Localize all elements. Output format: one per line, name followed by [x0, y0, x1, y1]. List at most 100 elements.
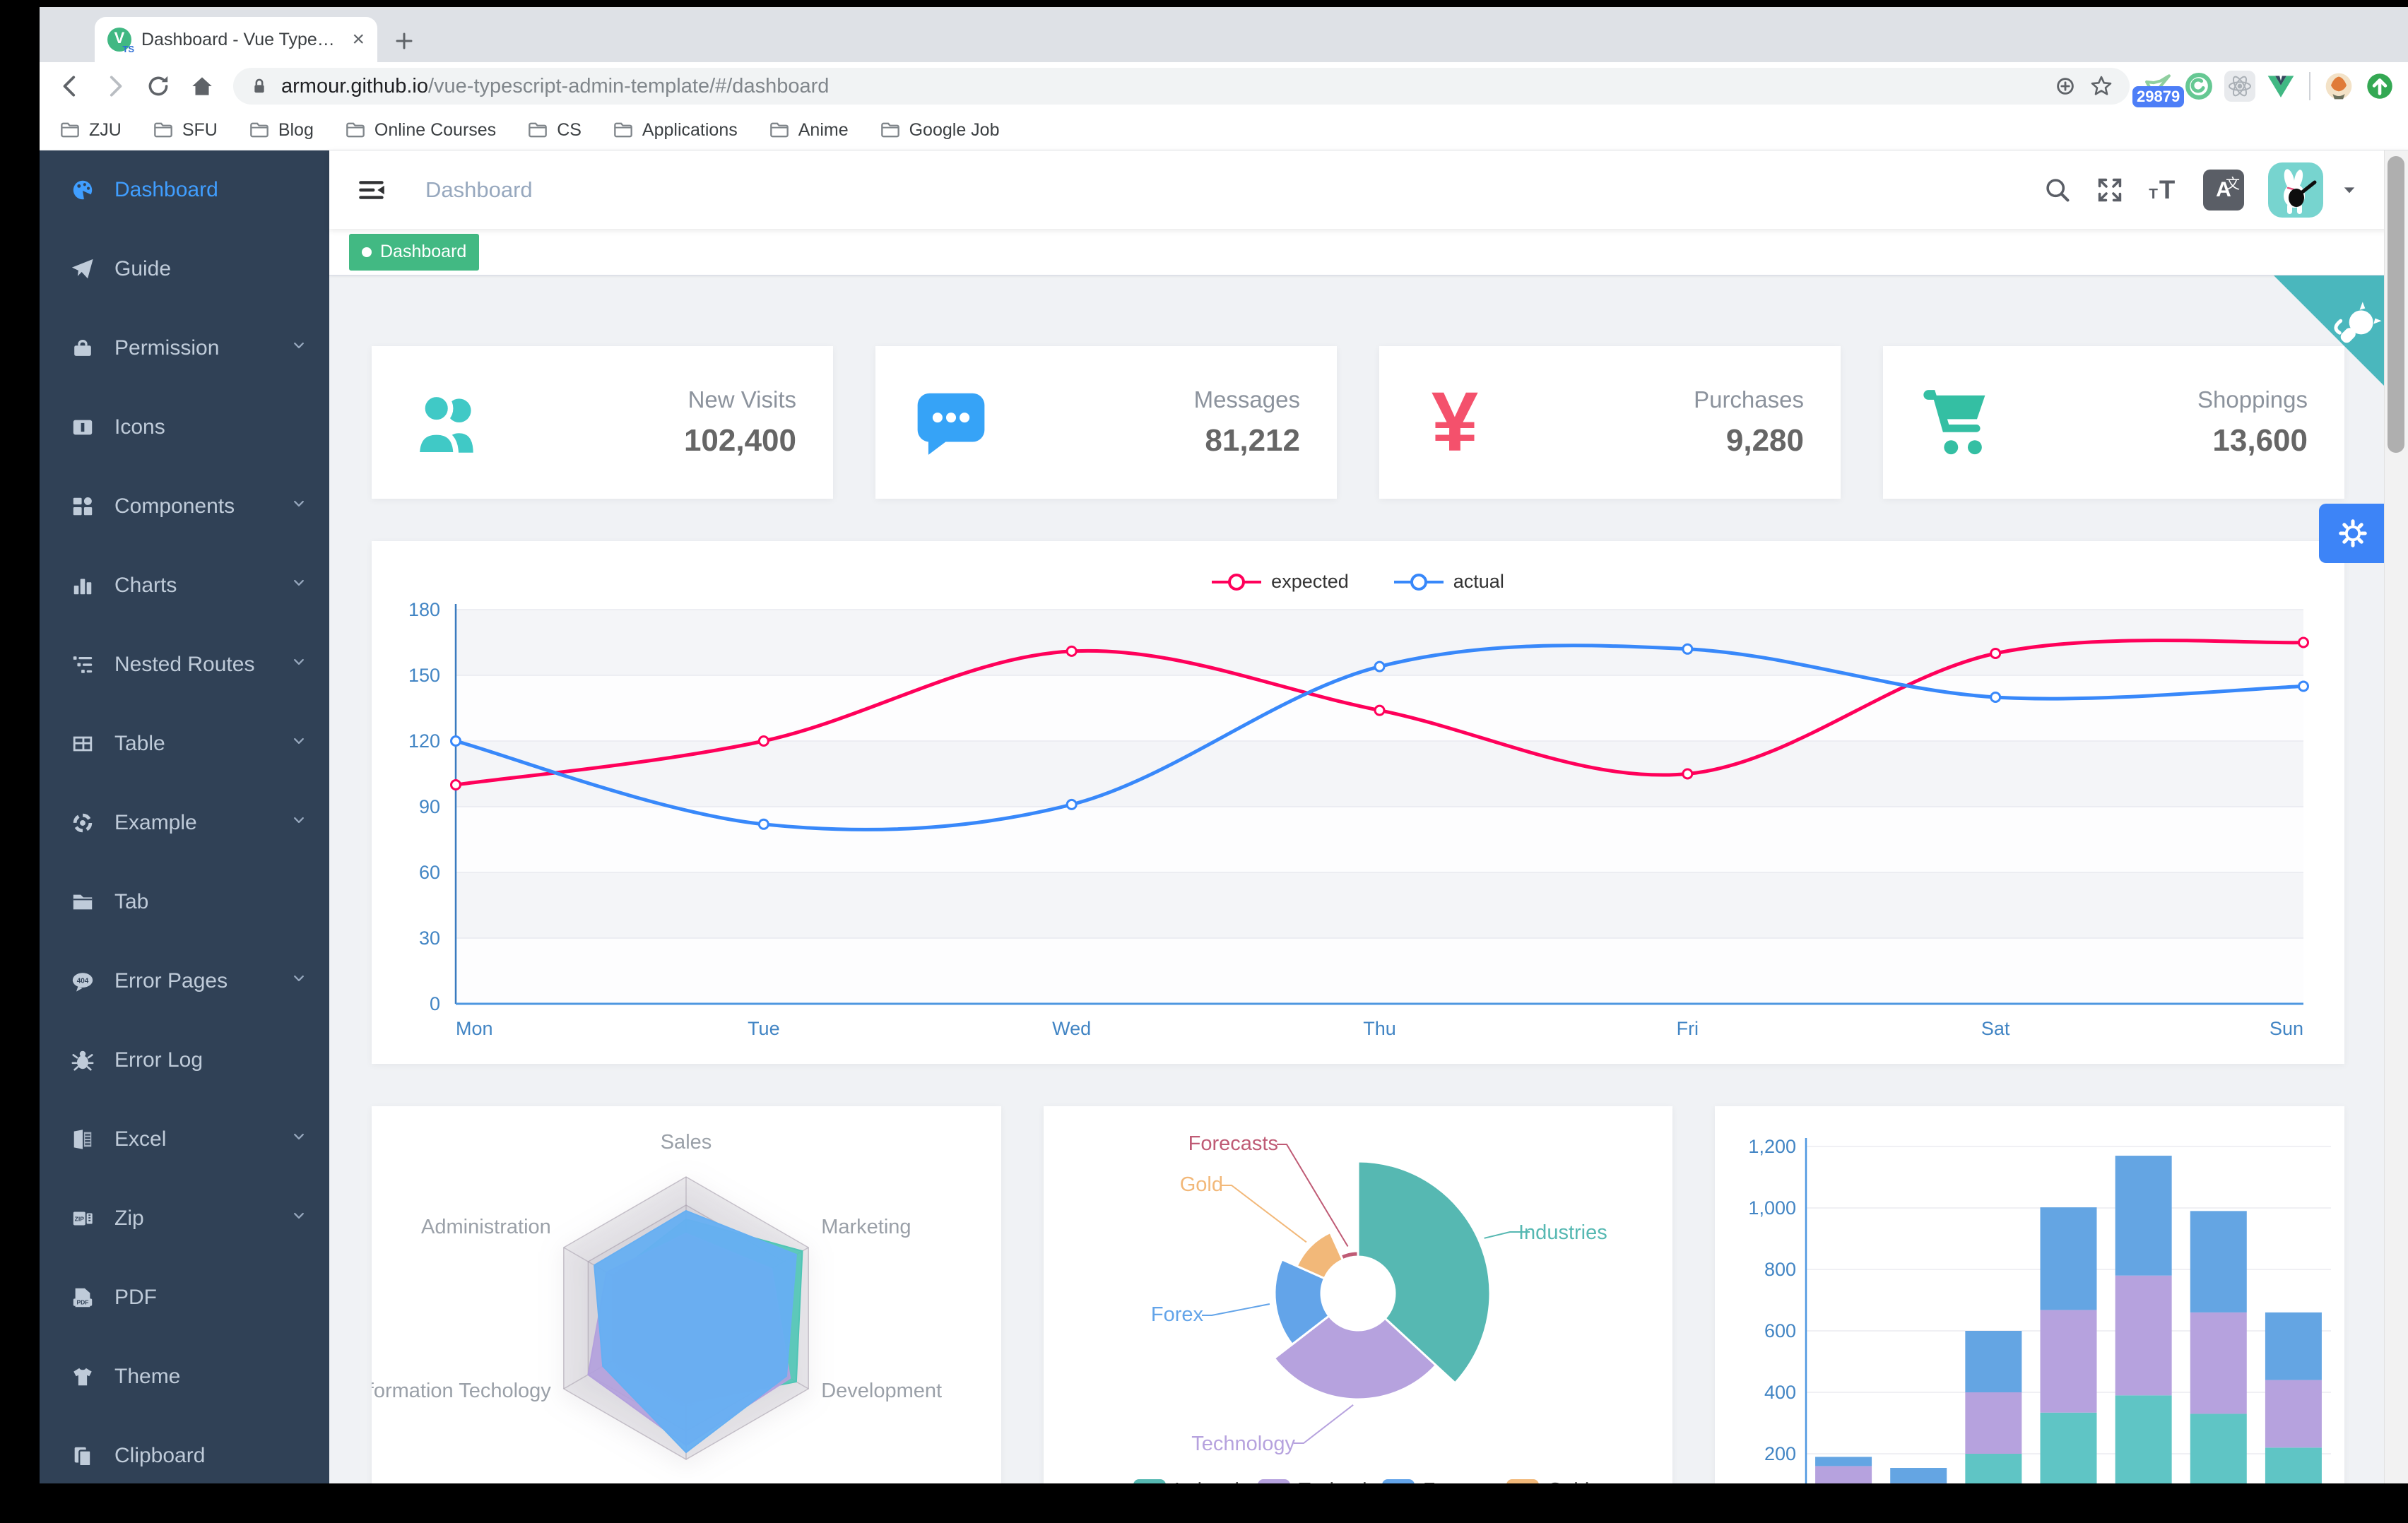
sidebar-item-table[interactable]: Table	[40, 704, 329, 783]
tag-dashboard[interactable]: Dashboard	[349, 233, 480, 271]
svg-text:0: 0	[430, 993, 440, 1014]
stat-title: Purchases	[1694, 386, 1804, 413]
bookmark-item[interactable]: Blog	[249, 119, 314, 141]
dashboard-content: New Visits 102,400 Messages 81,212 ¥ Purchase…	[329, 275, 2408, 1483]
sidebar-item-label: Dashboard	[114, 178, 218, 201]
bookmark-item[interactable]: Google Job	[880, 119, 999, 141]
tab-title: Dashboard - Vue Typescript Ad	[141, 29, 342, 49]
bookmark-label: CS	[557, 119, 582, 140]
bug-icon	[71, 1050, 94, 1071]
bookmark-item[interactable]: CS	[527, 119, 582, 141]
folder-icon	[614, 122, 632, 138]
chevron-down-icon	[294, 342, 304, 349]
svg-text:ZIP: ZIP	[75, 1216, 85, 1223]
search-icon[interactable]	[2043, 176, 2072, 204]
chevron-down-icon	[294, 658, 304, 665]
pie-chart-card: Industries Technology Forex Gold Forecasts In…	[1043, 1106, 1673, 1483]
sidebar-item-components[interactable]: Components	[40, 467, 329, 546]
sidebar-item-excel[interactable]: Excel	[40, 1100, 329, 1179]
profile-avatar[interactable]	[2323, 71, 2354, 102]
svg-text:T: T	[2149, 186, 2158, 202]
sidebar-item-error-pages[interactable]: 404 Error Pages	[40, 942, 329, 1021]
chevron-down-icon	[294, 1133, 304, 1140]
sidebar-item-permission[interactable]: Permission	[40, 309, 329, 388]
svg-text:30: 30	[419, 928, 440, 949]
sidebar-item-zip[interactable]: ZIP Zip	[40, 1179, 329, 1258]
fullscreen-icon[interactable]	[2096, 176, 2124, 204]
tab-close-icon[interactable]: ×	[352, 28, 365, 51]
sidebar-item-nested-routes[interactable]: Nested Routes	[40, 625, 329, 704]
svg-text:Fri: Fri	[1677, 1018, 1699, 1039]
stat-card-messages[interactable]: Messages 81,212	[875, 346, 1337, 499]
zoom-plus-icon[interactable]	[2053, 74, 2077, 98]
back-button[interactable]	[52, 68, 89, 105]
vue-extension-icon[interactable]	[2265, 71, 2296, 102]
bar-chart-card: 200 400 600 800 1,000 1,200	[1715, 1106, 2345, 1483]
url-path: /vue-typescript-admin-template/#/dashboa…	[427, 74, 830, 97]
svg-text:Forecasts: Forecasts	[1188, 1132, 1277, 1155]
sidebar-item-guide[interactable]: Guide	[40, 230, 329, 309]
money-icon: ¥	[1432, 384, 1478, 461]
bookmark-label: SFU	[182, 119, 218, 140]
stat-card-purchases[interactable]: ¥ Purchases 9,280	[1379, 346, 1841, 499]
line-chart-legend: expected actual	[372, 571, 2344, 593]
hamburger-icon[interactable]	[358, 176, 386, 204]
sidebar-item-dashboard[interactable]: Dashboard	[40, 150, 329, 230]
folder-icon	[880, 122, 899, 138]
charts-icon	[73, 579, 92, 595]
browser-tab[interactable]: VTS Dashboard - Vue Typescript Ad ×	[95, 17, 377, 62]
mail-extension-icon[interactable]: 29879	[2132, 71, 2185, 107]
sidebar-item-charts[interactable]: Charts	[40, 546, 329, 625]
sidebar-item-label: Nested Routes	[114, 653, 255, 676]
breadcrumb[interactable]: Dashboard	[425, 177, 533, 202]
forward-button[interactable]	[96, 68, 133, 105]
sidebar-item-icons[interactable]: Icons	[40, 388, 329, 467]
bookmark-item[interactable]: Anime	[769, 119, 849, 141]
sidebar-item-theme[interactable]: Theme	[40, 1337, 329, 1416]
lock-icon	[254, 78, 264, 93]
scrollbar-thumb[interactable]	[2388, 156, 2404, 453]
sidebar-item-label: Table	[114, 732, 165, 755]
zip-icon: ZIP	[73, 1211, 93, 1226]
stat-title: Messages	[1193, 386, 1300, 413]
caret-down-icon[interactable]	[2340, 181, 2359, 199]
sidebar-item-example[interactable]: Example	[40, 783, 329, 863]
settings-button[interactable]	[2319, 504, 2387, 563]
bookmark-star-icon[interactable]	[2089, 73, 2114, 99]
url-host: armour.github.io	[281, 74, 428, 97]
svg-text:Gold: Gold	[1547, 1478, 1589, 1483]
sidebar-item-error-log[interactable]: Error Log	[40, 1021, 329, 1100]
new-tab-button[interactable]	[384, 21, 424, 61]
sidebar-item-label: Error Log	[114, 1048, 203, 1072]
chevron-down-icon	[294, 817, 304, 824]
sidebar-item-pdf[interactable]: PDF PDF	[40, 1258, 329, 1337]
home-button[interactable]	[184, 68, 220, 105]
bookmark-item[interactable]: Applications	[613, 119, 738, 141]
url-bar[interactable]: armour.github.io/vue-typescript-admin-te…	[233, 68, 2130, 105]
bookmark-item[interactable]: ZJU	[59, 119, 122, 141]
svg-text:Industries: Industries	[1518, 1221, 1607, 1244]
svg-text:Sun: Sun	[2270, 1018, 2303, 1039]
update-extension-icon[interactable]	[2364, 71, 2395, 102]
bookmark-item[interactable]: Online Courses	[345, 119, 496, 141]
svg-text:Mon: Mon	[456, 1018, 493, 1039]
browser-window: VTS Dashboard - Vue Typescript Ad × ar	[40, 7, 2408, 1483]
reload-button[interactable]	[140, 68, 177, 105]
page-scrollbar[interactable]	[2384, 150, 2408, 1483]
user-avatar[interactable]	[2268, 162, 2323, 218]
grammar-extension-icon[interactable]	[2183, 71, 2214, 102]
toolbar-divider	[2309, 72, 2310, 100]
svg-text:600: 600	[1764, 1320, 1796, 1341]
sidebar-item-clipboard[interactable]: Clipboard	[40, 1416, 329, 1483]
sidebar: Dashboard Guide Permission Icons Components C…	[40, 150, 329, 1483]
stat-card-new-visits[interactable]: New Visits 102,400	[372, 346, 833, 499]
bar-chart: 200 400 600 800 1,000 1,200	[1749, 1136, 2332, 1483]
sidebar-item-tab[interactable]: Tab	[40, 863, 329, 942]
stat-card-shoppings[interactable]: Shoppings 13,600	[1883, 346, 2344, 499]
bookmark-item[interactable]: SFU	[153, 119, 218, 141]
legend-item-expected[interactable]: expected	[1212, 571, 1349, 593]
react-extension-icon[interactable]	[2224, 71, 2255, 102]
legend-item-actual[interactable]: actual	[1393, 571, 1504, 593]
